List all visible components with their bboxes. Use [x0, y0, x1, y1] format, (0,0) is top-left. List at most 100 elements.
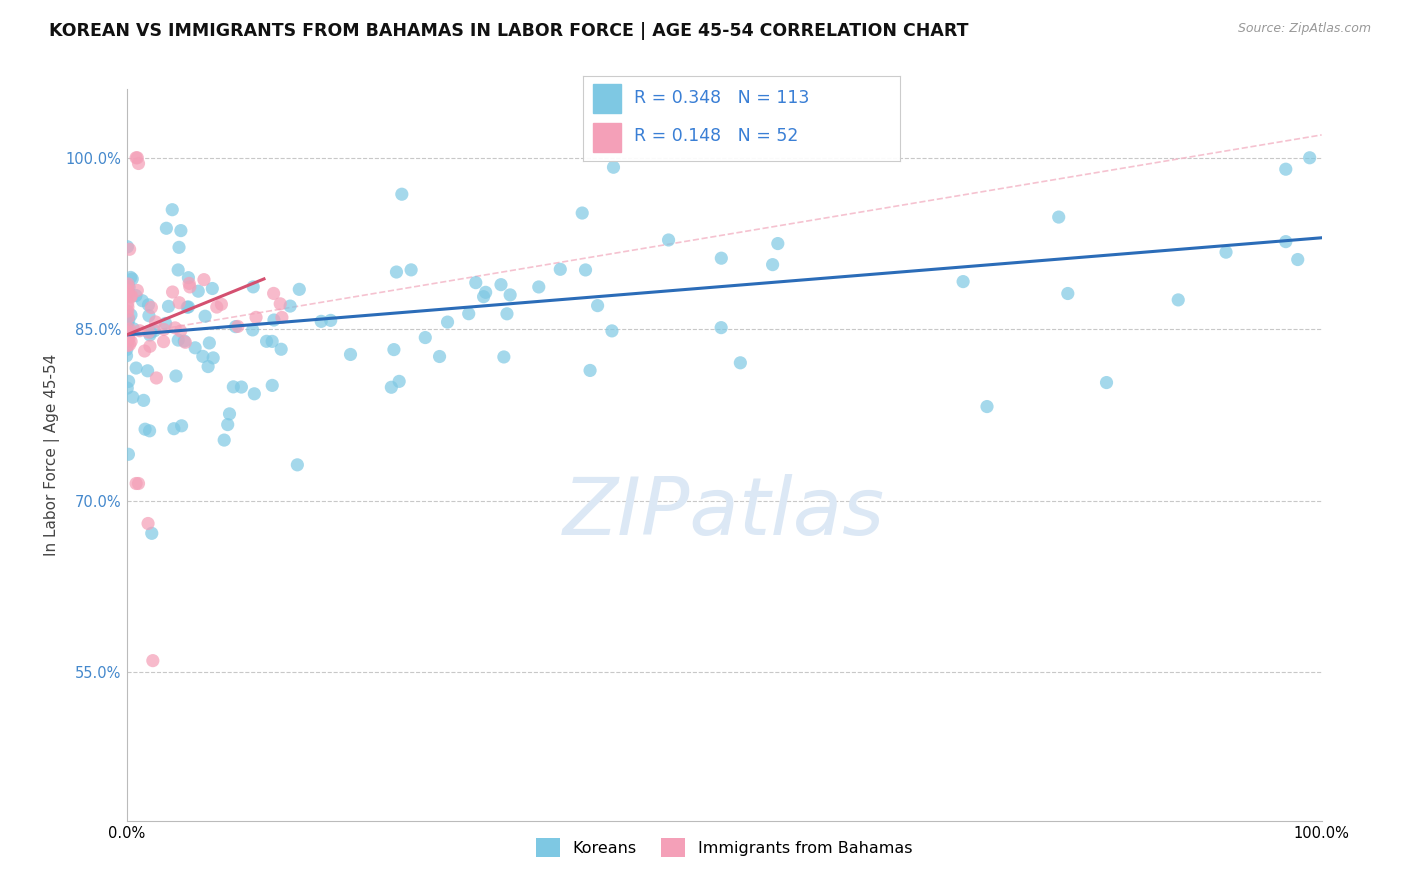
Point	[139, 325, 162, 339]
Point	[122, 322, 145, 336]
Point	[127, 151, 149, 165]
Point	[574, 263, 596, 277]
Point	[184, 341, 207, 355]
Point	[191, 350, 214, 364]
Point	[489, 277, 512, 292]
Point	[474, 285, 496, 300]
Point	[429, 350, 451, 364]
Point	[231, 380, 253, 394]
Point	[205, 300, 228, 314]
Point	[1274, 235, 1296, 249]
Point	[263, 286, 285, 301]
Point	[218, 407, 240, 421]
Point	[120, 308, 142, 322]
Point	[121, 272, 143, 286]
Point	[270, 310, 294, 325]
Point	[117, 338, 139, 352]
Point	[548, 262, 571, 277]
Point	[117, 240, 139, 254]
Point	[125, 361, 148, 376]
Point	[710, 320, 733, 334]
Point	[602, 160, 624, 174]
Point	[391, 187, 413, 202]
Point	[117, 316, 139, 330]
Point	[138, 298, 160, 312]
Point	[380, 380, 402, 394]
Point	[385, 265, 408, 279]
Point	[125, 288, 148, 302]
Point	[1298, 151, 1320, 165]
Point	[115, 343, 138, 357]
Point	[153, 322, 176, 336]
Point	[127, 284, 149, 298]
Point	[1286, 252, 1309, 267]
Point	[464, 276, 486, 290]
Point	[125, 476, 148, 491]
Point	[169, 324, 191, 338]
Point	[162, 202, 184, 217]
Point	[976, 400, 998, 414]
Point	[141, 301, 163, 315]
Point	[586, 299, 609, 313]
Point	[270, 343, 292, 357]
Point	[141, 526, 163, 541]
Point	[201, 281, 224, 295]
Point	[263, 313, 285, 327]
Point	[952, 275, 974, 289]
Point	[118, 242, 141, 256]
Point	[176, 300, 198, 314]
Point	[209, 297, 232, 311]
Point	[117, 296, 139, 310]
Point	[527, 280, 550, 294]
Point	[269, 297, 291, 311]
Point	[165, 369, 187, 384]
Point	[710, 251, 733, 265]
Point	[766, 236, 789, 251]
Point	[145, 371, 167, 385]
Point	[117, 304, 139, 318]
Point	[134, 343, 156, 358]
Point	[157, 299, 180, 313]
Point	[117, 330, 139, 344]
Text: KOREAN VS IMMIGRANTS FROM BAHAMAS IN LABOR FORCE | AGE 45-54 CORRELATION CHART: KOREAN VS IMMIGRANTS FROM BAHAMAS IN LAB…	[49, 22, 969, 40]
Point	[1095, 376, 1118, 390]
Point	[120, 290, 142, 304]
Point	[117, 323, 139, 337]
Point	[212, 433, 235, 447]
Point	[217, 417, 239, 432]
Point	[187, 284, 209, 298]
Point	[243, 386, 266, 401]
Point	[139, 339, 162, 353]
Point	[198, 335, 221, 350]
Point	[1215, 245, 1237, 260]
Point	[309, 314, 332, 328]
Point	[222, 380, 245, 394]
Point	[242, 280, 264, 294]
Point	[145, 315, 167, 329]
Point	[138, 424, 160, 438]
Point	[167, 240, 190, 254]
Point	[165, 321, 187, 335]
Point	[115, 349, 138, 363]
Point	[730, 356, 752, 370]
Point	[1047, 210, 1070, 224]
Point	[388, 375, 411, 389]
Point	[117, 375, 139, 389]
Point	[179, 280, 201, 294]
Point	[262, 334, 284, 349]
Point	[162, 285, 184, 299]
Point	[319, 313, 342, 327]
Point	[457, 307, 479, 321]
Point	[120, 289, 142, 303]
Point	[202, 351, 225, 365]
Point	[155, 221, 177, 235]
Point	[127, 156, 149, 170]
Point	[285, 458, 308, 472]
Point	[177, 300, 200, 314]
Point	[170, 224, 193, 238]
Point	[167, 295, 190, 310]
Point	[1056, 286, 1078, 301]
Point	[179, 277, 201, 291]
Point	[657, 233, 679, 247]
Text: R = 0.348   N = 113: R = 0.348 N = 113	[634, 89, 810, 107]
